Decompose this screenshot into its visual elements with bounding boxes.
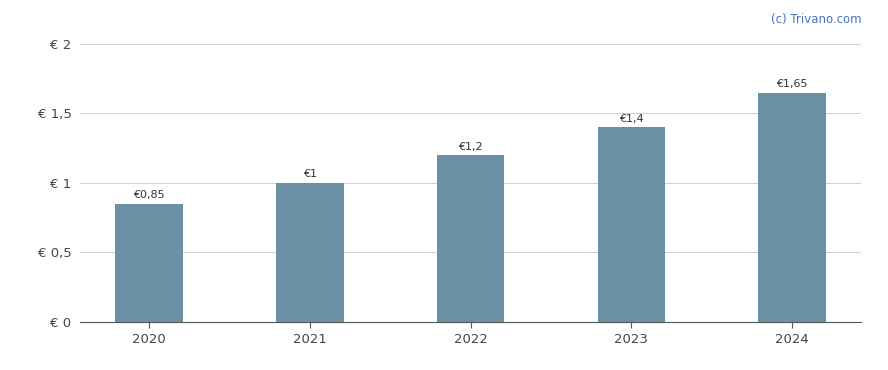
Text: €1,4: €1,4 xyxy=(619,114,644,124)
Text: €1: €1 xyxy=(303,169,317,179)
Bar xyxy=(276,183,344,322)
Bar xyxy=(437,155,504,322)
Text: €1,2: €1,2 xyxy=(458,142,483,152)
Bar xyxy=(758,92,826,322)
Bar xyxy=(115,204,183,322)
Bar xyxy=(598,127,665,322)
Text: (c) Trivano.com: (c) Trivano.com xyxy=(771,13,861,26)
Text: €0,85: €0,85 xyxy=(133,190,165,200)
Text: €1,65: €1,65 xyxy=(776,79,808,89)
